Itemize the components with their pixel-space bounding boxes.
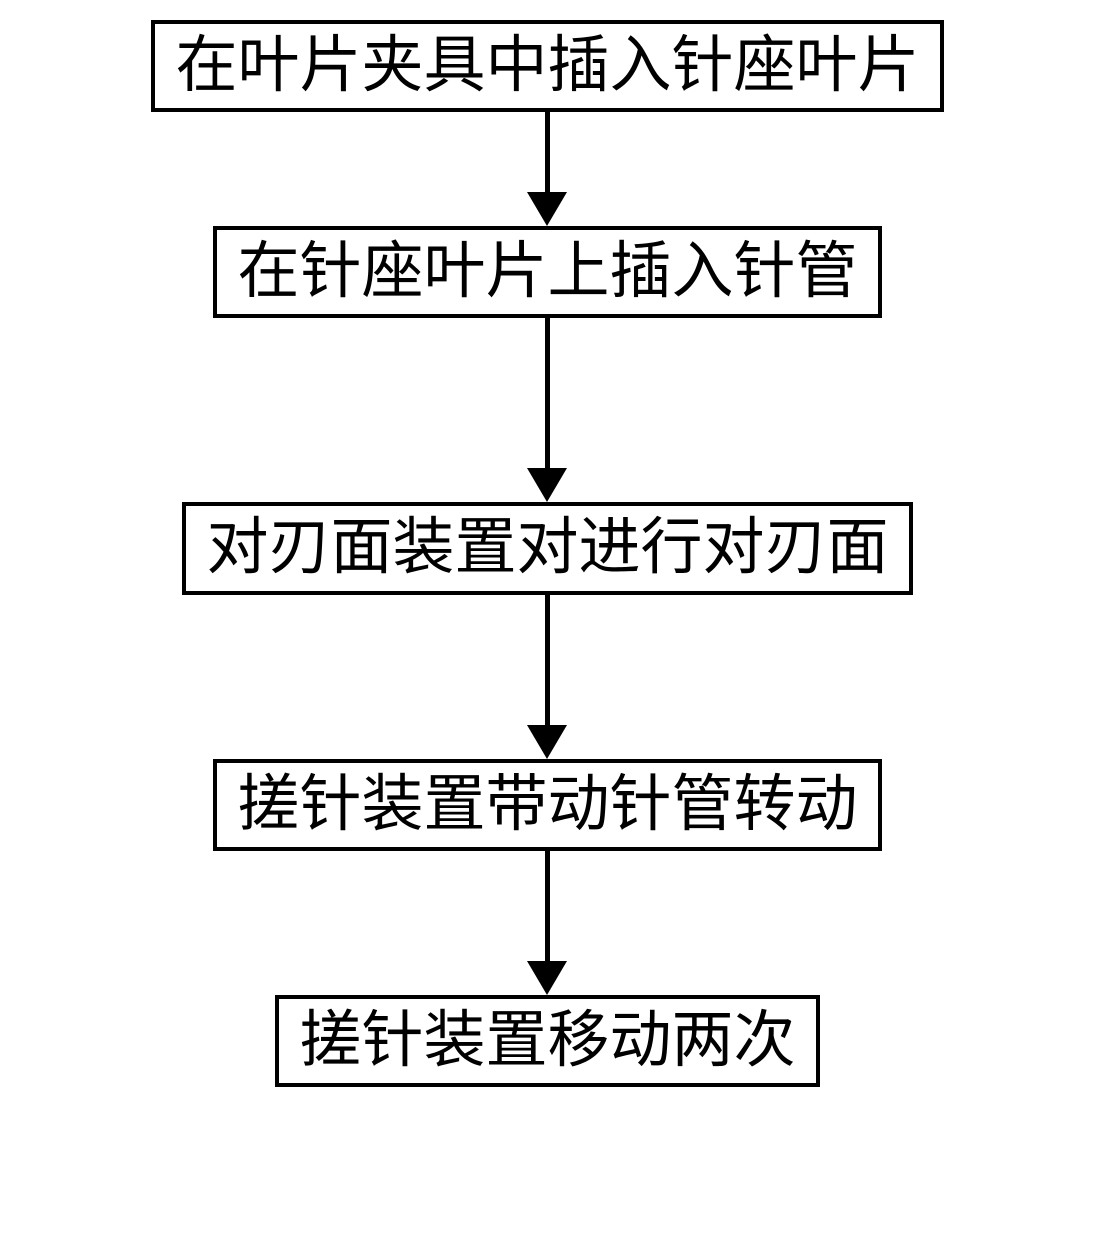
flow-node-5: 搓针装置移动两次 <box>275 995 819 1087</box>
flow-node-4: 搓针装置带动针管转动 <box>213 759 881 851</box>
arrow-head-icon <box>527 192 567 226</box>
flow-node-1: 在叶片夹具中插入针座叶片 <box>151 20 943 112</box>
flow-node-2: 在针座叶片上插入针管 <box>213 226 881 318</box>
flow-arrow-1 <box>527 112 567 226</box>
arrow-head-icon <box>527 961 567 995</box>
arrow-line <box>545 851 550 961</box>
arrow-head-icon <box>527 725 567 759</box>
flow-node-3: 对刃面装置对进行对刃面 <box>182 502 912 594</box>
flow-arrow-4 <box>527 851 567 995</box>
flow-arrow-2 <box>527 318 567 502</box>
flowchart-container: 在叶片夹具中插入针座叶片 在针座叶片上插入针管 对刃面装置对进行对刃面 搓针装置… <box>151 20 943 1087</box>
arrow-line <box>545 112 550 192</box>
arrow-head-icon <box>527 468 567 502</box>
arrow-line <box>545 595 550 725</box>
arrow-line <box>545 318 550 468</box>
flow-arrow-3 <box>527 595 567 759</box>
